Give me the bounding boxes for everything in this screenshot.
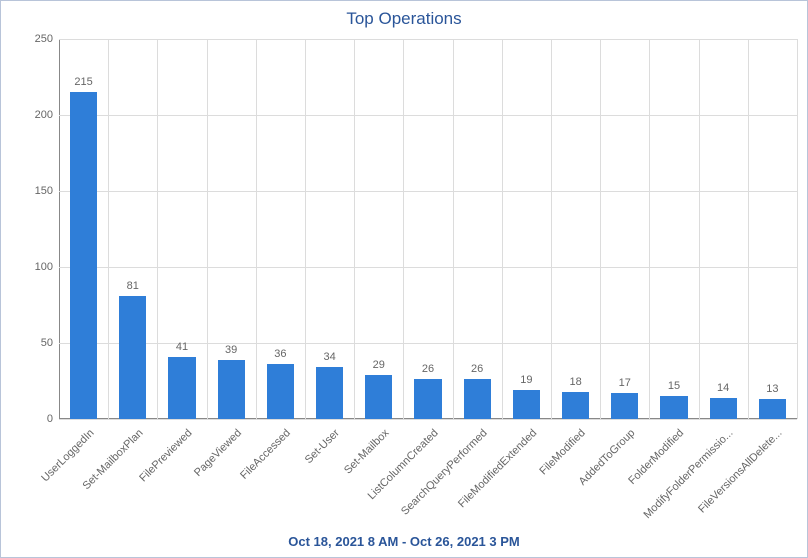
- chart-container: Top Operations 0 50 100 150 200 250 215 81 41 39…: [0, 0, 808, 558]
- bar-value-label: 26: [464, 363, 491, 375]
- y-tick-label: 200: [35, 109, 53, 121]
- gridline-horizontal: [59, 267, 797, 268]
- y-tick-label: 100: [35, 261, 53, 273]
- x-tick-label: Set-Mailbox: [342, 427, 392, 477]
- gridline-vertical: [207, 39, 208, 419]
- x-tick-label: FileModified: [538, 427, 588, 477]
- bar[interactable]: 26: [414, 379, 441, 419]
- bar-value-label: 19: [513, 374, 540, 386]
- bar-value-label: 34: [316, 351, 343, 363]
- bar-value-label: 29: [365, 359, 392, 371]
- bar[interactable]: 14: [710, 398, 737, 419]
- bar[interactable]: 19: [513, 390, 540, 419]
- bar[interactable]: 26: [464, 379, 491, 419]
- y-tick-label: 0: [47, 413, 53, 425]
- bar-value-label: 41: [168, 341, 195, 353]
- bar-value-label: 14: [710, 382, 737, 394]
- gridline-vertical: [748, 39, 749, 419]
- gridline-vertical: [551, 39, 552, 419]
- x-tick-label: PageViewed: [192, 427, 244, 479]
- x-tick-label: ModifyFolderPermissio...: [642, 427, 736, 521]
- bar[interactable]: 15: [660, 396, 687, 419]
- gridline-horizontal: [59, 191, 797, 192]
- y-axis-line: [59, 39, 60, 419]
- x-tick-label: FileAccessed: [238, 427, 293, 482]
- gridline-vertical: [600, 39, 601, 419]
- x-tick-label: SearchQueryPerformed: [399, 427, 490, 518]
- y-tick-label: 150: [35, 185, 53, 197]
- gridline-horizontal: [59, 39, 797, 40]
- bar[interactable]: 39: [218, 360, 245, 419]
- bar-value-label: 13: [759, 383, 786, 395]
- gridline-vertical: [157, 39, 158, 419]
- bar-value-label: 215: [70, 76, 97, 88]
- bar-value-label: 36: [267, 348, 294, 360]
- x-tick-label: Set-User: [303, 427, 342, 466]
- bar[interactable]: 18: [562, 392, 589, 419]
- bar-value-label: 39: [218, 344, 245, 356]
- bar[interactable]: 17: [611, 393, 638, 419]
- bar[interactable]: 81: [119, 296, 146, 419]
- bar-value-label: 18: [562, 376, 589, 388]
- gridline-vertical: [403, 39, 404, 419]
- x-tick-label: FileVersionsAllDelete...: [696, 427, 784, 515]
- gridline-vertical: [699, 39, 700, 419]
- bar[interactable]: 36: [267, 364, 294, 419]
- gridline-vertical: [256, 39, 257, 419]
- gridline-vertical: [305, 39, 306, 419]
- y-tick-label: 50: [41, 337, 53, 349]
- bar-value-label: 15: [660, 380, 687, 392]
- x-axis-labels: UserLoggedInSet-MailboxPlanFilePreviewed…: [59, 421, 797, 531]
- bar-value-label: 17: [611, 377, 638, 389]
- y-tick-label: 250: [35, 33, 53, 45]
- gridline-vertical: [108, 39, 109, 419]
- bar-value-label: 81: [119, 280, 146, 292]
- bar[interactable]: 41: [168, 357, 195, 419]
- gridline-horizontal: [59, 419, 797, 420]
- bar[interactable]: 13: [759, 399, 786, 419]
- chart-title: Top Operations: [1, 1, 807, 33]
- bar[interactable]: 34: [316, 367, 343, 419]
- chart-footer: Oct 18, 2021 8 AM - Oct 26, 2021 3 PM: [1, 534, 807, 549]
- x-tick-label: FilePreviewed: [137, 427, 194, 484]
- gridline-vertical: [502, 39, 503, 419]
- bar[interactable]: 215: [70, 92, 97, 419]
- y-axis: 050100150200250: [1, 39, 59, 419]
- bar-value-label: 26: [414, 363, 441, 375]
- plot-area: 215 81 41 39 36 34 29 26 26 19 18 17 15 14 13: [59, 39, 797, 419]
- gridline-vertical: [797, 39, 798, 419]
- gridline-vertical: [354, 39, 355, 419]
- gridline-vertical: [649, 39, 650, 419]
- bar[interactable]: 29: [365, 375, 392, 419]
- gridline-vertical: [453, 39, 454, 419]
- gridline-horizontal: [59, 115, 797, 116]
